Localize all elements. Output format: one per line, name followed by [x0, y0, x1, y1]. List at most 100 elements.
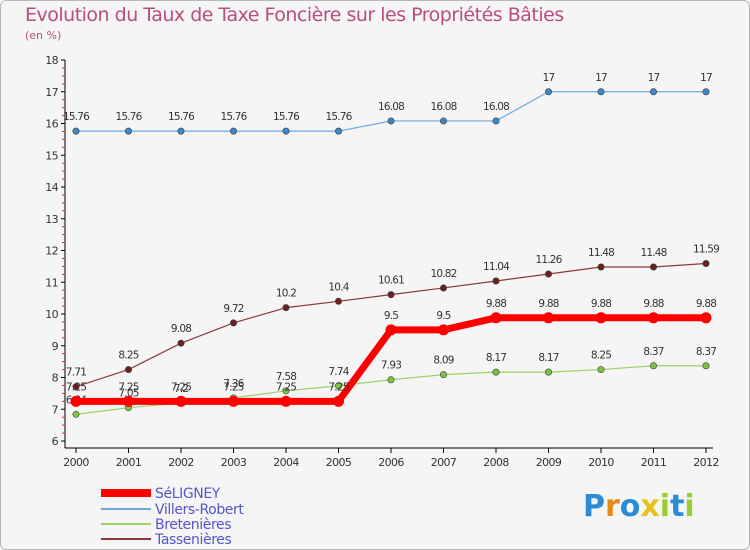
logo-letter: t: [670, 489, 685, 524]
data-label: 8.37: [643, 346, 663, 358]
data-point: [543, 312, 554, 324]
y-tick-label: 16: [45, 118, 58, 131]
data-point: [702, 88, 710, 96]
data-label: 10.82: [430, 268, 456, 280]
x-tick-label: 2001: [116, 456, 142, 469]
data-label: 7.58: [276, 371, 296, 383]
y-tick-label: 10: [45, 308, 58, 321]
data-label: 8.25: [118, 350, 138, 362]
data-point: [282, 304, 290, 312]
data-label: 7.25: [66, 381, 86, 393]
data-label: 11.04: [483, 261, 510, 273]
data-point: [702, 362, 710, 370]
data-point: [544, 270, 552, 278]
data-point: [175, 395, 187, 407]
data-label: 9.88: [696, 298, 716, 310]
chart-subtitle: (en %): [25, 29, 62, 42]
data-label: 9.88: [591, 298, 611, 310]
data-label: 8.17: [486, 352, 506, 364]
data-label: 17: [543, 72, 555, 84]
logo-letter: i: [659, 489, 671, 524]
data-point: [282, 127, 290, 135]
data-label: 8.25: [591, 350, 611, 362]
data-point: [387, 117, 395, 125]
data-point: [125, 366, 133, 374]
data-label: 7.25: [276, 381, 296, 393]
x-tick-label: 2000: [63, 456, 89, 469]
data-label: 10.2: [276, 288, 296, 300]
data-point: [230, 127, 238, 135]
data-label: 8.17: [538, 352, 558, 364]
data-point: [597, 366, 605, 374]
x-tick-label: 2007: [431, 456, 457, 469]
data-label: 15.76: [273, 111, 300, 123]
y-tick-label: 6: [52, 435, 59, 448]
y-tick-label: 11: [45, 276, 58, 289]
logo-letter: r: [605, 489, 620, 524]
data-label: 7.05: [118, 388, 138, 400]
data-label: 9.72: [223, 303, 243, 315]
data-point: [544, 368, 552, 376]
x-tick-label: 2005: [326, 456, 352, 469]
data-point: [123, 395, 134, 407]
data-label: 7.71: [66, 367, 86, 379]
data-point: [439, 284, 447, 292]
data-point: [387, 376, 395, 384]
y-tick-label: 17: [45, 86, 58, 99]
logo-letter: i: [684, 489, 695, 524]
data-label: 15.76: [63, 111, 90, 123]
data-label: 9.5: [436, 310, 450, 322]
data-point: [72, 127, 80, 135]
y-tick-label: 7: [52, 403, 59, 416]
x-tick-label: 2009: [536, 456, 562, 469]
data-label: 9.5: [384, 310, 398, 322]
data-label: 8.09: [433, 355, 453, 367]
data-point: [439, 117, 447, 125]
chart-title: Evolution du Taux de Taxe Foncière sur l…: [25, 4, 564, 26]
data-label: 16.08: [430, 101, 456, 113]
y-tick-label: 18: [45, 54, 58, 67]
legend-label: Villers-Robert: [155, 502, 244, 518]
logo-letter: P: [583, 489, 605, 524]
data-point: [439, 371, 447, 379]
data-label: 7.25: [328, 381, 348, 393]
x-tick-label: 2006: [378, 456, 404, 469]
y-tick-label: 9: [52, 340, 59, 353]
data-label: 11.48: [588, 247, 614, 259]
data-point: [228, 395, 239, 407]
data-point: [72, 410, 80, 418]
data-point: [333, 395, 344, 407]
data-label: 7.25: [171, 381, 191, 393]
data-point: [438, 324, 449, 336]
data-point: [282, 387, 290, 395]
x-tick-label: 2010: [588, 456, 614, 469]
data-label: 9.88: [538, 298, 558, 310]
data-point: [702, 260, 710, 268]
logo-letter: x: [640, 489, 660, 524]
data-label: 9.88: [486, 298, 506, 310]
data-point: [544, 88, 552, 96]
y-tick-label: 12: [45, 245, 58, 258]
data-label: 16.08: [483, 101, 509, 113]
data-label: 17: [595, 72, 607, 84]
data-label: 7.25: [223, 381, 243, 393]
data-label: 17: [648, 72, 660, 84]
data-point: [177, 339, 185, 347]
data-label: 11.59: [693, 244, 719, 256]
data-label: 11.48: [640, 247, 666, 259]
data-label: 16.08: [378, 101, 404, 113]
data-label: 7.2: [174, 383, 188, 395]
x-tick-label: 2003: [221, 456, 247, 469]
data-point: [597, 88, 605, 96]
data-point: [490, 312, 502, 324]
data-point: [649, 88, 657, 96]
x-tick-label: 2008: [483, 456, 509, 469]
data-point: [385, 324, 397, 336]
x-tick-label: 2004: [273, 456, 299, 469]
data-point: [649, 263, 657, 271]
data-label: 17: [700, 72, 712, 84]
data-point: [492, 368, 500, 376]
data-label: 7.74: [328, 366, 349, 378]
